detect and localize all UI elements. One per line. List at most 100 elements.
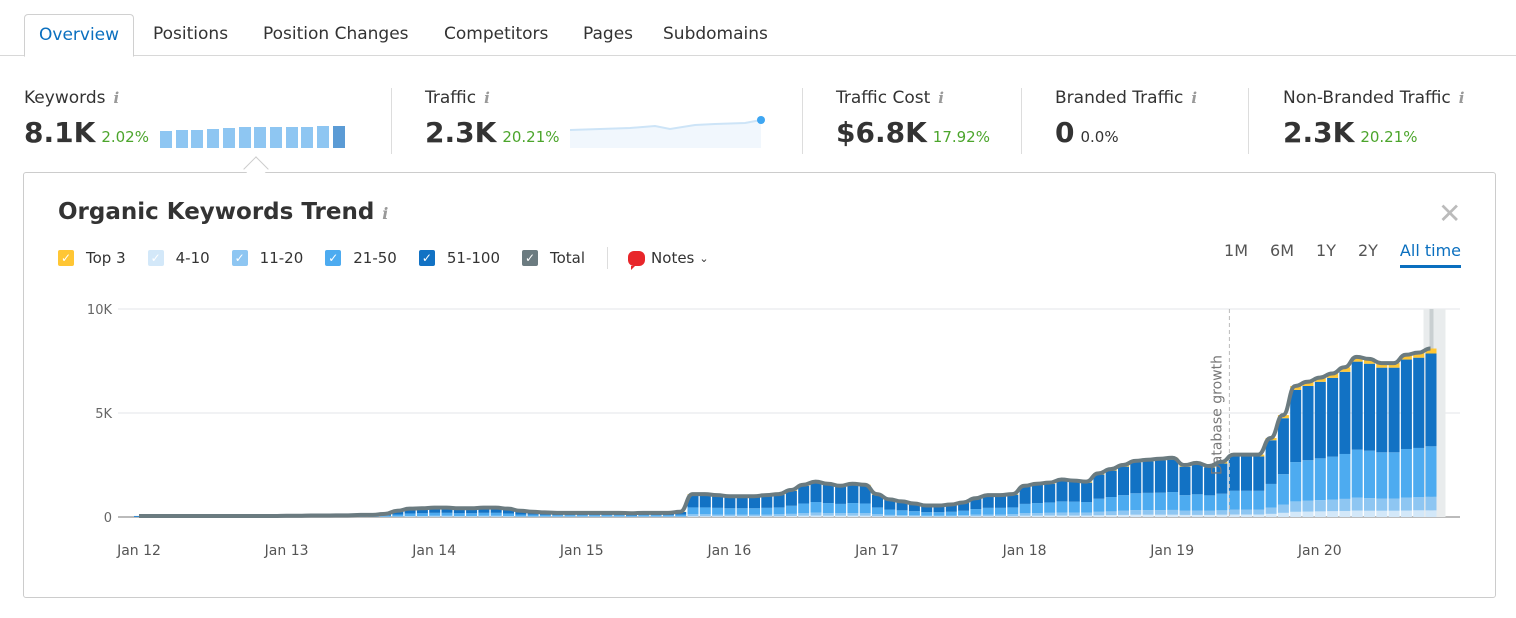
info-icon[interactable]: i [938,89,944,107]
bar-segment-21-50 [1302,460,1314,501]
bar-segment-21-50 [1142,492,1154,511]
bar-segment-21-50 [1228,490,1240,510]
legend-total[interactable]: ✓ Total [522,249,585,267]
bar-segment-4-10 [872,516,883,517]
bar-segment-51-100 [958,502,970,511]
tab-positions[interactable]: Positions [153,24,229,44]
legend-11-20[interactable]: ✓ 11-20 [231,249,303,267]
bar-segment-51-100 [1364,363,1375,451]
legend-label: Total [550,249,586,267]
bar-segment-21-50 [380,515,391,517]
tab-bar: Overview Positions Position Changes Comp… [0,0,1516,57]
bar-segment-51-100 [1118,466,1129,496]
x-tick-label: Jan 12 [116,543,161,559]
metric-value: $6.8K [836,116,927,149]
bar-segment-21-50 [1130,493,1142,511]
bar-segment-4-10 [995,516,1006,517]
checkbox-icon[interactable]: ✓ [147,250,164,266]
bar-segment-51-100 [798,485,810,504]
bar-segment-21-50 [835,503,847,514]
notes-icon [628,250,646,270]
mini-bar [254,127,267,148]
bar-segment-21-50 [1314,458,1326,501]
bar-segment-51-100 [1314,381,1326,459]
bar-segment-21-50 [798,503,810,514]
bar-segment-21-50 [712,507,724,515]
metric-non-branded-traffic[interactable]: Non-Branded Traffic i 2.3K 20.21% [1283,88,1465,149]
bar-segment-21-50 [1081,502,1093,513]
bar-segment-11-20 [822,513,834,516]
bar-segment-4-10 [835,515,847,517]
bar-segment-21-50 [995,507,1006,515]
bar-segment-51-100 [859,485,871,504]
info-icon[interactable]: i [113,89,120,107]
checkbox-icon[interactable]: ✓ [58,250,74,266]
info-icon[interactable]: i [382,204,389,223]
bar-segment-4-10 [1376,510,1388,517]
tab-position-changes[interactable]: Position Changes [263,24,409,44]
mini-bar [207,129,220,148]
bar-segment-51-100 [970,498,982,510]
period-1y[interactable]: 1Y [1316,241,1336,260]
bar-segment-21-50 [675,514,687,517]
tab-overview[interactable]: Overview [24,14,135,57]
bar-segment-4-10 [1019,515,1031,517]
notes-dropdown[interactable]: Notes ⌄ [628,249,709,270]
mini-bar [191,129,204,148]
bar-segment-21-50 [392,514,404,517]
info-icon[interactable]: i [1458,89,1465,107]
mini-bar [238,127,251,148]
x-tick-label: Jan 20 [1297,543,1342,559]
info-icon[interactable]: i [1191,89,1198,107]
metric-branded-traffic[interactable]: Branded Traffic i 0 0.0% [1055,88,1198,149]
bar-segment-11-20 [1364,498,1375,511]
legend-4-10[interactable]: ✓ 4-10 [147,249,210,267]
bar-segment-51-100 [785,490,797,506]
bar-segment-21-50 [429,512,441,516]
legend-51-100[interactable]: ✓ 51-100 [418,249,500,267]
period-2y[interactable]: 2Y [1357,241,1378,260]
period-selector: 1M 6M 1Y 2Y All time [1202,241,1461,268]
bar-segment-51-100 [1265,440,1277,484]
bar-segment-4-10 [1277,512,1289,517]
bar-segment-21-50 [896,510,908,516]
tab-pages[interactable]: Pages [583,24,634,44]
x-tick-label: Jan 14 [411,543,456,559]
bar-segment-51-100 [1351,361,1363,450]
checkbox-icon[interactable]: ✓ [325,250,342,266]
period-1m[interactable]: 1M [1224,241,1249,260]
bar-segment-4-10 [687,516,699,517]
bar-segment-51-100 [1228,456,1240,491]
bar-segment-top-3 [1314,377,1326,382]
bar-segment-51-100 [699,494,711,508]
tab-subdomains[interactable]: Subdomains [663,24,768,44]
bar-segment-21-50 [1277,474,1289,505]
bar-segment-4-10 [822,515,834,517]
checkbox-icon[interactable]: ✓ [231,250,248,266]
bar-segment-21-50 [1093,498,1105,512]
legend-top3[interactable]: ✓ Top 3 [58,249,126,267]
bar-segment-top-3 [1351,356,1363,362]
mini-bar [332,126,345,148]
bar-segment-21-50 [1007,507,1019,515]
legend-label: 4-10 [175,249,210,267]
close-icon[interactable]: ✕ [1438,197,1462,230]
legend-21-50[interactable]: ✓ 21-50 [325,249,397,267]
bar-segment-11-20 [503,515,514,517]
bar-segment-11-20 [1019,513,1031,516]
bar-segment-21-50 [564,515,576,517]
period-all-time[interactable]: All time [1399,241,1461,268]
checkbox-icon[interactable]: ✓ [522,250,538,266]
period-6m[interactable]: 6M [1270,241,1295,260]
bar-segment-51-100 [712,495,724,508]
metric-traffic-cost[interactable]: Traffic Cost i $6.8K 17.92% [836,88,990,149]
metric-traffic[interactable]: Traffic i 2.3K 20.21% [425,88,765,149]
tab-competitors[interactable]: Competitors [444,24,549,44]
bar-segment-4-10 [1056,515,1068,517]
bar-segment-11-20 [896,515,908,517]
checkbox-icon[interactable]: ✓ [418,250,435,266]
metric-keywords[interactable]: Keywords i 8.1K 2.02% [24,88,345,149]
info-icon[interactable]: i [484,89,490,107]
bar-segment-11-20 [712,514,724,517]
bar-segment-11-20 [1413,497,1425,511]
